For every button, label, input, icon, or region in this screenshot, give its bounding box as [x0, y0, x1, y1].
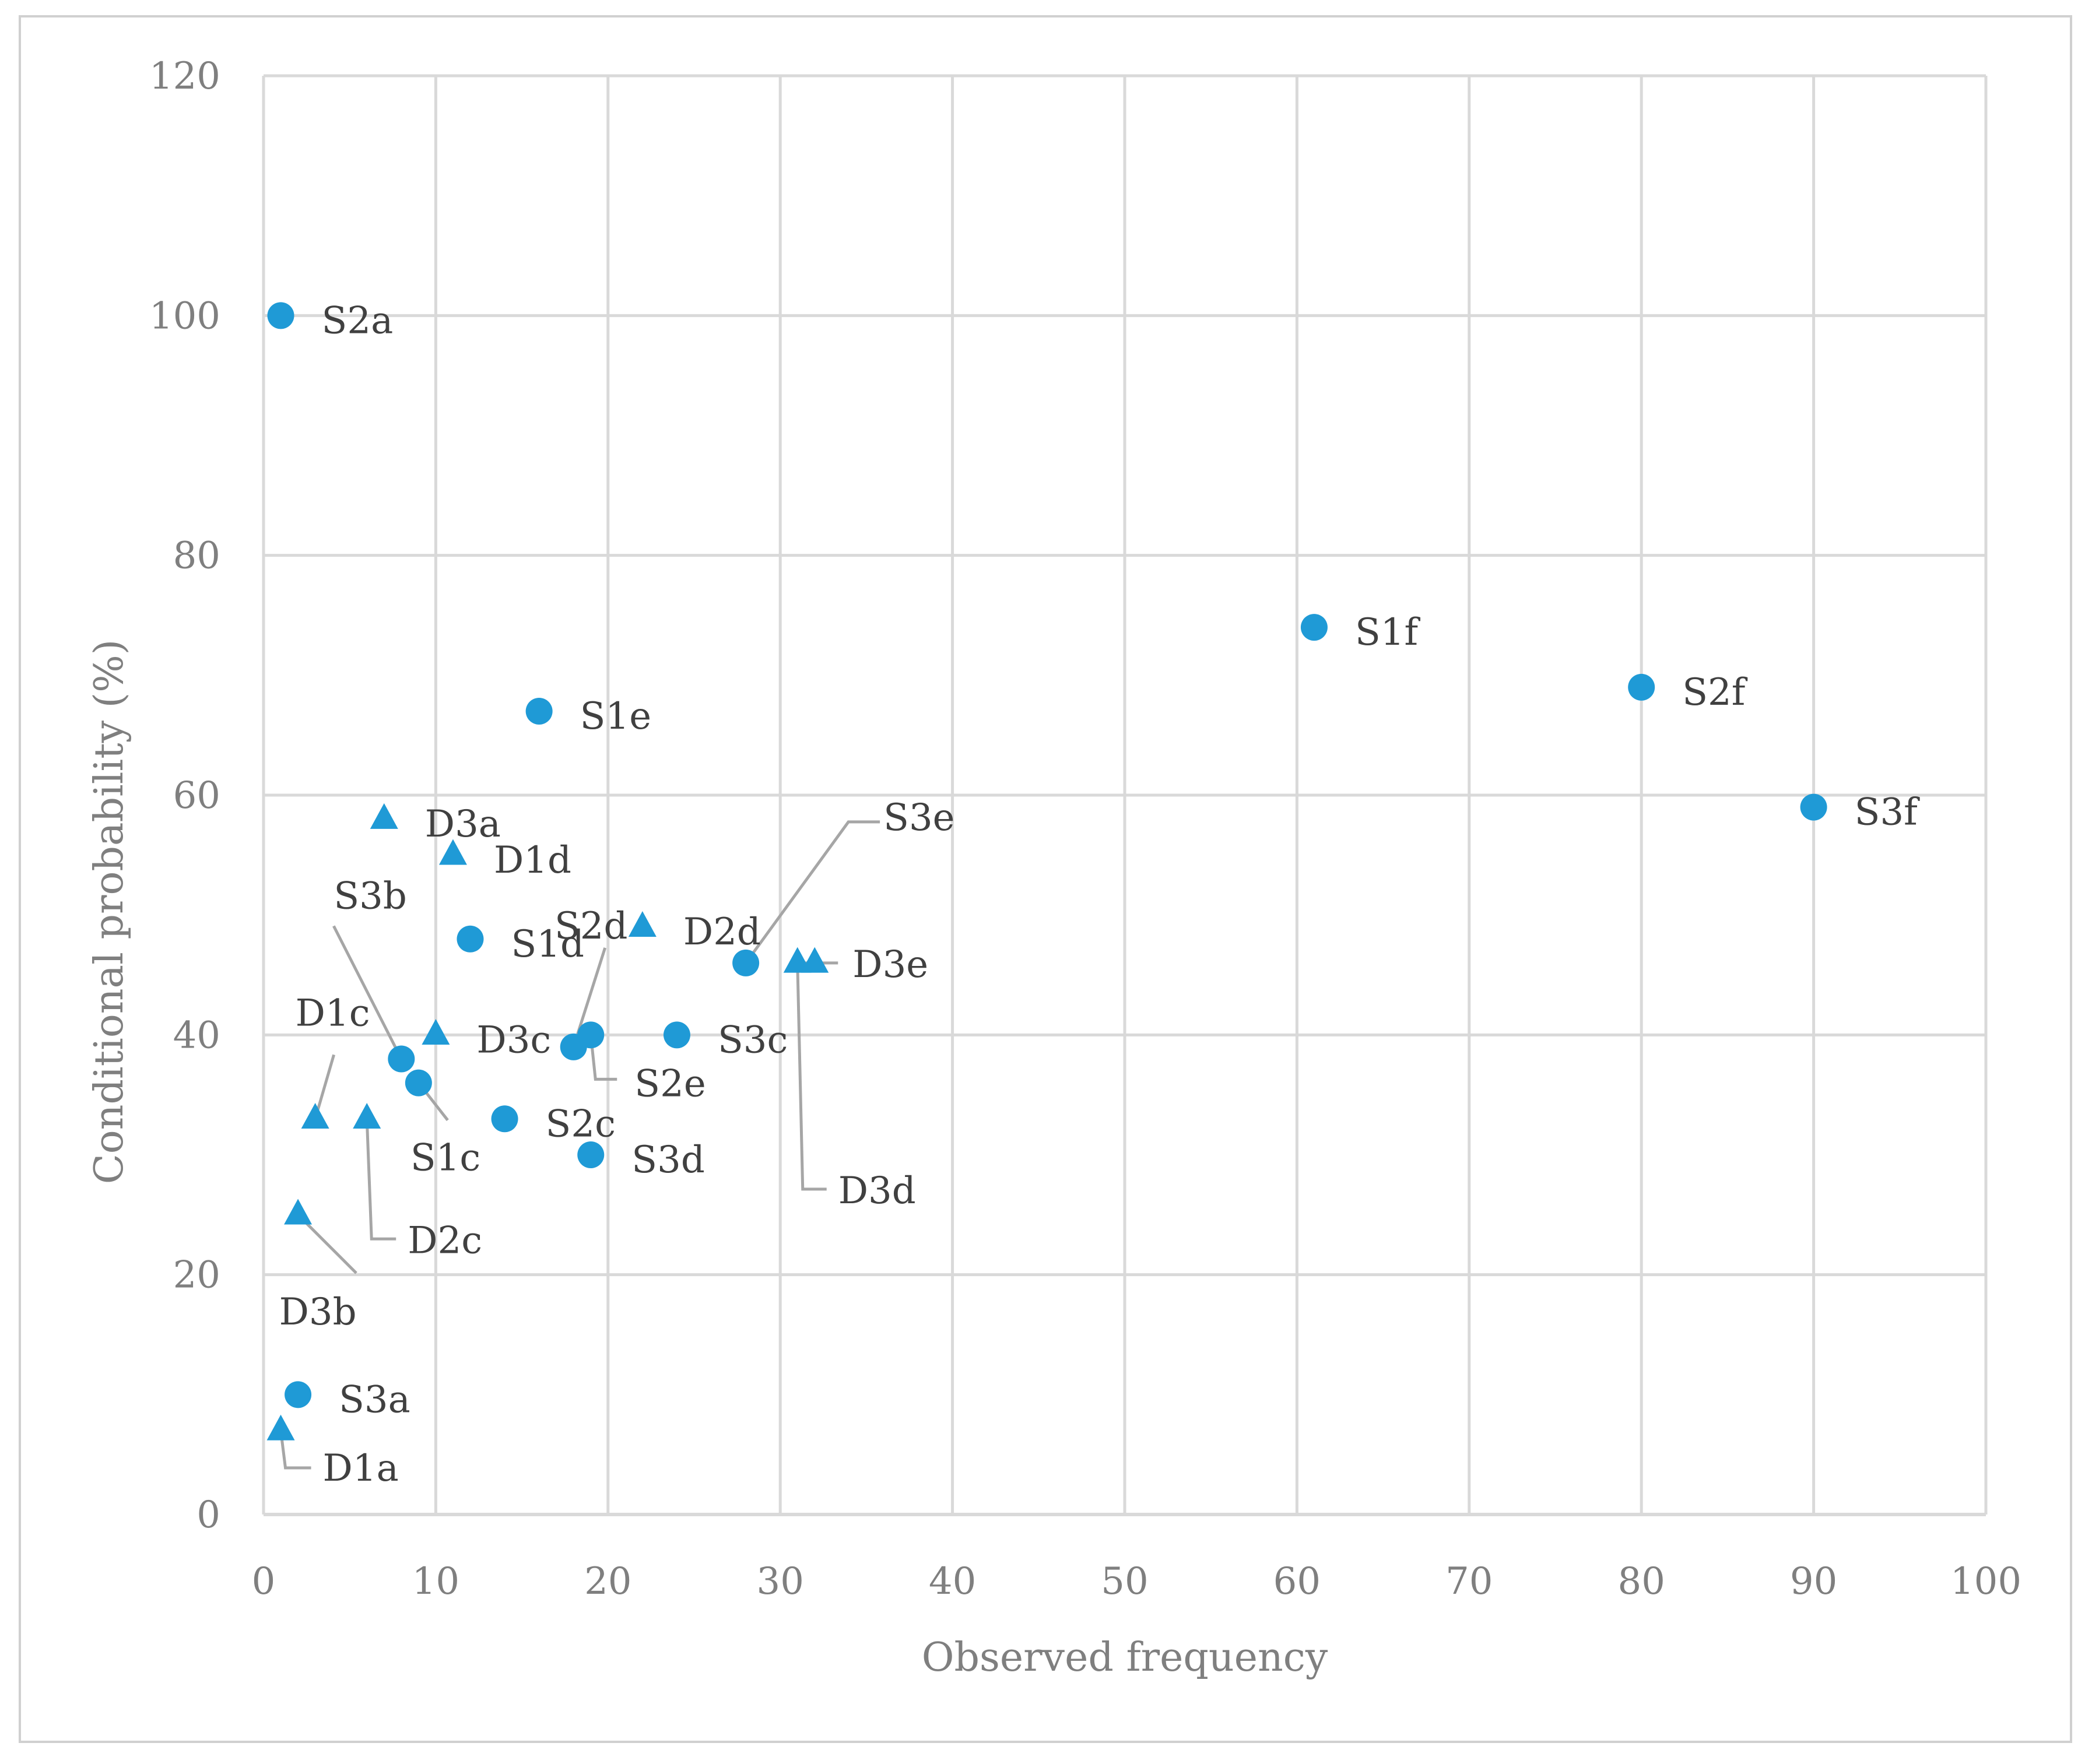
point-marker-D3c	[422, 1019, 450, 1045]
point-label-S1d: S1d	[511, 923, 584, 966]
point-labels: S2a S1f S2f S3f S1e S1d S3e S3c S2d S2e S3b S1c S2c S…	[279, 299, 1921, 1490]
y-tick-label: 100	[149, 294, 220, 338]
point-label-S2e: S2e	[634, 1062, 705, 1105]
leader-line-D1a	[279, 1430, 311, 1470]
point-label-S3f: S3f	[1855, 791, 1921, 834]
point-marker-S1f	[1300, 614, 1328, 641]
leader-line-D1c	[314, 1054, 336, 1119]
point-label-S1f: S1f	[1355, 611, 1421, 654]
point-label-D2d: D2d	[683, 911, 761, 954]
x-tick-label: 100	[1950, 1560, 2021, 1603]
point-marker-D3e	[801, 947, 829, 973]
x-tick-label: 70	[1445, 1560, 1493, 1603]
x-tick-label: 10	[412, 1560, 459, 1603]
point-marker-D3b	[284, 1199, 313, 1225]
y-axis-title: Conditional probability (%)	[86, 639, 132, 1185]
point-marker-S3b	[388, 1045, 415, 1073]
x-tick-label: 80	[1617, 1560, 1665, 1603]
point-marker-S1d	[457, 925, 484, 953]
point-label-S3b: S3b	[334, 874, 407, 918]
x-tick-label: 20	[584, 1560, 631, 1603]
x-tick-label: 60	[1273, 1560, 1321, 1603]
point-marker-S3e	[732, 949, 760, 976]
point-label-S2f: S2f	[1682, 671, 1748, 714]
point-label-D3e: D3e	[852, 943, 928, 986]
point-marker-S3f	[1800, 793, 1827, 821]
point-marker-D1a	[266, 1414, 295, 1440]
point-label-D3d: D3d	[838, 1169, 916, 1213]
x-tick-label: 50	[1101, 1560, 1148, 1603]
point-label-D1a: D1a	[323, 1447, 399, 1490]
leader-line-D3d	[796, 962, 827, 1191]
y-tick-label: 80	[173, 535, 220, 578]
point-marker-D2d	[628, 911, 657, 937]
data-markers	[266, 302, 1827, 1440]
point-label-S3a: S3a	[339, 1378, 410, 1421]
y-tick-label: 40	[173, 1014, 220, 1057]
point-label-D3a: D3a	[425, 803, 501, 846]
y-tick-label: 120	[149, 55, 220, 98]
point-marker-D3a	[370, 803, 398, 829]
point-marker-S2a	[267, 302, 294, 329]
y-tick-label: 60	[173, 774, 220, 817]
point-marker-D1c	[301, 1103, 329, 1129]
point-marker-S3c	[663, 1021, 690, 1049]
chart-frame	[19, 15, 2072, 1743]
point-marker-S1c	[405, 1069, 432, 1097]
x-tick-label: 30	[756, 1560, 803, 1603]
point-label-S3d: S3d	[631, 1138, 705, 1182]
point-marker-S2c	[491, 1105, 518, 1133]
x-tick-label: 90	[1790, 1560, 1837, 1603]
point-marker-S2e	[577, 1021, 605, 1049]
point-marker-S3d	[577, 1141, 605, 1168]
y-tick-label: 0	[196, 1494, 220, 1537]
point-marker-S1e	[525, 698, 553, 725]
point-label-S3e: S3e	[883, 796, 954, 839]
point-label-D1c: D1c	[296, 992, 370, 1035]
y-tick-label: 20	[173, 1254, 220, 1297]
point-label-D1d: D1d	[494, 839, 571, 882]
point-label-S2a: S2a	[322, 299, 394, 342]
point-label-S2c: S2c	[546, 1102, 616, 1145]
point-label-S1e: S1e	[580, 695, 651, 738]
leader-line-D2c	[365, 1119, 396, 1241]
x-axis-title: Observed frequency	[922, 1635, 1328, 1681]
point-label-D2c: D2c	[408, 1219, 482, 1262]
tick-labels: 0 10 20 30 40 50 60 70 80 90 100 0 20 40 60 80 100 120	[149, 55, 2021, 1603]
point-marker-S3a	[285, 1381, 312, 1408]
point-label-S3c: S3c	[718, 1018, 788, 1062]
point-label-D3b: D3b	[279, 1291, 357, 1334]
point-label-D3c: D3c	[476, 1018, 551, 1062]
point-label-S1c: S1c	[410, 1137, 480, 1180]
leader-line-S2e	[589, 1035, 617, 1081]
point-marker-D2c	[353, 1103, 381, 1129]
x-tick-label: 0	[252, 1560, 276, 1603]
leader-line-S3e	[745, 820, 880, 964]
leader-line-S3b	[332, 925, 403, 1060]
x-tick-label: 40	[929, 1560, 976, 1603]
point-marker-S2f	[1628, 673, 1655, 701]
point-marker-D1d	[438, 839, 467, 865]
point-label-S2d: S2d	[554, 905, 628, 948]
